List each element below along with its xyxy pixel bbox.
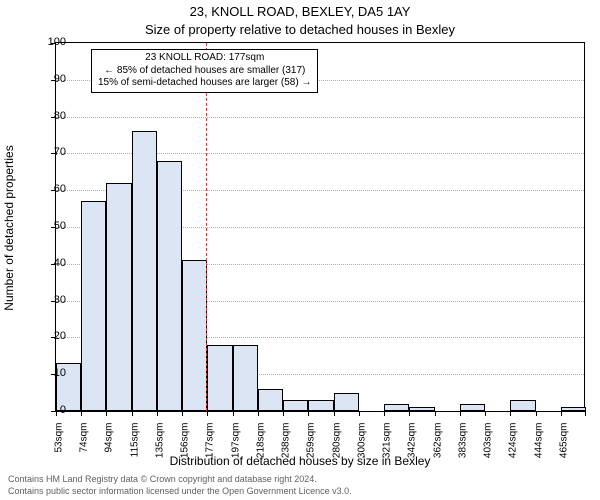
- chart-title-line1: 23, KNOLL ROAD, BEXLEY, DA5 1AY: [0, 4, 600, 19]
- histogram-bar: [157, 161, 182, 411]
- y-tick-label: 20: [26, 330, 66, 342]
- y-tick-label: 90: [26, 73, 66, 85]
- footer-line1: Contains HM Land Registry data © Crown c…: [8, 474, 352, 486]
- plot-container: 23 KNOLL ROAD: 177sqm← 85% of detached h…: [55, 42, 585, 412]
- histogram-bar: [207, 345, 232, 411]
- x-tick-label: 197sqm: [230, 423, 241, 473]
- x-tick-mark: [409, 411, 410, 416]
- x-tick-label: 280sqm: [331, 423, 342, 473]
- histogram-bar: [258, 389, 283, 411]
- x-tick-label: 444sqm: [533, 423, 544, 473]
- x-tick-label: 259sqm: [306, 423, 317, 473]
- x-tick-label: 383sqm: [457, 423, 468, 473]
- x-tick-mark: [510, 411, 511, 416]
- chart-footer: Contains HM Land Registry data © Crown c…: [8, 474, 352, 497]
- x-tick-mark: [157, 411, 158, 416]
- y-tick-label: 60: [26, 183, 66, 195]
- footer-line2: Contains public sector information licen…: [8, 486, 352, 498]
- histogram-bar: [308, 400, 333, 411]
- histogram-bar: [384, 404, 409, 411]
- x-tick-mark: [485, 411, 486, 416]
- x-tick-label: 321sqm: [382, 423, 393, 473]
- x-tick-label: 156sqm: [180, 423, 191, 473]
- histogram-bar: [283, 400, 308, 411]
- x-tick-label: 94sqm: [104, 423, 115, 473]
- y-tick-label: 80: [26, 110, 66, 122]
- y-tick-label: 10: [26, 367, 66, 379]
- histogram-bar: [561, 407, 586, 411]
- histogram-bar: [233, 345, 258, 411]
- histogram-bar: [409, 407, 434, 411]
- x-tick-label: 465sqm: [558, 423, 569, 473]
- histogram-bar: [81, 201, 106, 411]
- x-tick-mark: [106, 411, 107, 416]
- y-tick-label: 70: [26, 146, 66, 158]
- x-tick-label: 300sqm: [356, 423, 367, 473]
- x-tick-mark: [334, 411, 335, 416]
- histogram-bar: [510, 400, 535, 411]
- x-tick-label: 115sqm: [129, 423, 140, 473]
- x-tick-label: 342sqm: [407, 423, 418, 473]
- histogram-bar: [460, 404, 485, 411]
- histogram-bar: [132, 131, 157, 411]
- x-tick-mark: [258, 411, 259, 416]
- x-tick-label: 74sqm: [79, 423, 90, 473]
- x-tick-label: 362sqm: [432, 423, 443, 473]
- x-tick-mark: [561, 411, 562, 416]
- x-tick-mark: [308, 411, 309, 416]
- x-tick-mark: [536, 411, 537, 416]
- legend-box: 23 KNOLL ROAD: 177sqm← 85% of detached h…: [91, 49, 318, 93]
- y-tick-label: 0: [26, 404, 66, 416]
- legend-line: 15% of semi-detached houses are larger (…: [98, 77, 311, 90]
- y-tick-label: 40: [26, 257, 66, 269]
- gridline: [56, 117, 584, 118]
- histogram-bar: [182, 260, 207, 411]
- legend-line: ← 85% of detached houses are smaller (31…: [98, 65, 311, 78]
- x-tick-label: 238sqm: [281, 423, 292, 473]
- histogram-bar: [334, 393, 359, 411]
- x-tick-mark: [384, 411, 385, 416]
- x-tick-label: 218sqm: [255, 423, 266, 473]
- x-tick-mark: [460, 411, 461, 416]
- x-tick-label: 403sqm: [483, 423, 494, 473]
- legend-line: 23 KNOLL ROAD: 177sqm: [98, 52, 311, 65]
- x-tick-label: 135sqm: [154, 423, 165, 473]
- x-tick-mark: [81, 411, 82, 416]
- x-tick-label: 53sqm: [54, 423, 65, 473]
- x-tick-mark: [182, 411, 183, 416]
- x-tick-label: 177sqm: [205, 423, 216, 473]
- x-tick-mark: [359, 411, 360, 416]
- x-tick-mark: [283, 411, 284, 416]
- x-tick-label: 424sqm: [508, 423, 519, 473]
- reference-line: [206, 43, 207, 411]
- y-tick-label: 50: [26, 220, 66, 232]
- plot-area: 23 KNOLL ROAD: 177sqm← 85% of detached h…: [55, 42, 585, 412]
- y-tick-label: 30: [26, 294, 66, 306]
- y-tick-label: 100: [26, 36, 66, 48]
- x-tick-mark: [207, 411, 208, 416]
- x-tick-mark: [435, 411, 436, 416]
- y-axis-label: Number of detached properties: [2, 145, 16, 310]
- chart-title-line2: Size of property relative to detached ho…: [0, 22, 600, 37]
- x-tick-mark: [233, 411, 234, 416]
- x-tick-mark: [585, 411, 586, 416]
- x-tick-mark: [132, 411, 133, 416]
- histogram-bar: [106, 183, 131, 411]
